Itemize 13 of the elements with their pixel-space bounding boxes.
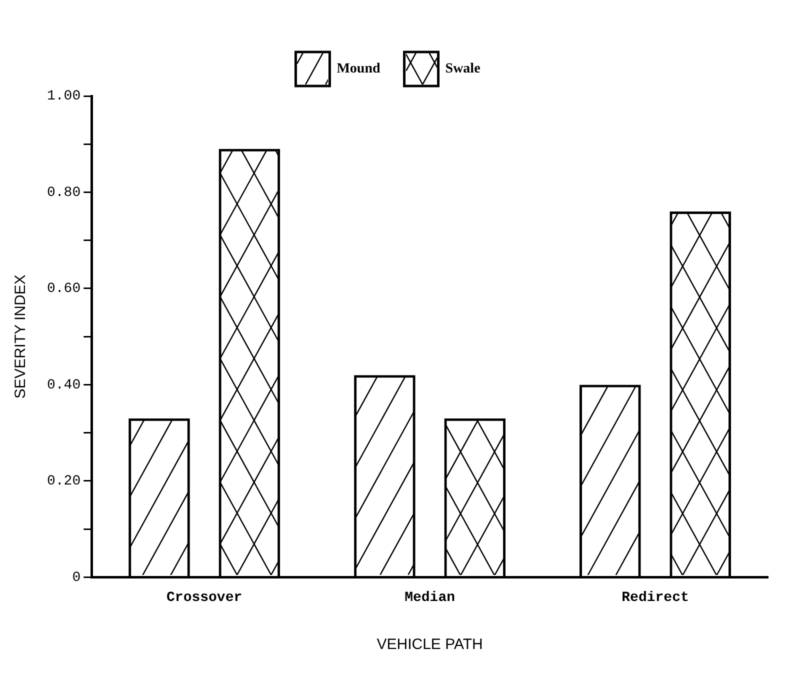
x-tick-label: Redirect <box>622 590 689 606</box>
y-axis-title: SEVERITY INDEX <box>12 274 30 399</box>
x-axis-title: VEHICLE PATH <box>376 636 483 654</box>
x-tick-label: Median <box>404 590 456 606</box>
y-tick-label: 0.40 <box>46 377 81 394</box>
legend-label: Swale <box>445 62 480 77</box>
y-tick-label: 0.60 <box>46 281 81 298</box>
legend-label: Mound <box>336 62 380 77</box>
y-tick-label: 0 <box>72 570 81 586</box>
y-tick-label: 0.20 <box>46 474 81 490</box>
y-tick-label: 0.80 <box>46 184 81 201</box>
x-tick-label: Crossover <box>166 590 242 606</box>
y-tick-label: 1.00 <box>46 88 81 105</box>
